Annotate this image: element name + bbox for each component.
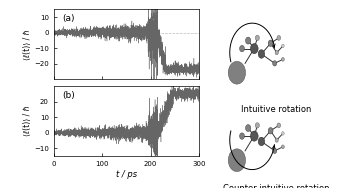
Circle shape (282, 132, 284, 135)
X-axis label: t / ps: t / ps (116, 170, 137, 179)
Y-axis label: ⟨ℓ(t)⟩ / ℏ: ⟨ℓ(t)⟩ / ℏ (23, 29, 32, 60)
Circle shape (251, 44, 258, 54)
Circle shape (281, 145, 284, 149)
Text: (a): (a) (62, 14, 75, 23)
Circle shape (251, 131, 258, 141)
Circle shape (277, 123, 281, 128)
Circle shape (258, 137, 265, 146)
Circle shape (275, 51, 279, 55)
Text: (b): (b) (62, 91, 75, 100)
Circle shape (228, 149, 246, 172)
Circle shape (239, 45, 245, 52)
Circle shape (255, 123, 260, 128)
Y-axis label: ⟨ℓ(t)⟩ / ℏ: ⟨ℓ(t)⟩ / ℏ (23, 106, 32, 136)
Circle shape (239, 133, 245, 139)
Circle shape (282, 44, 284, 48)
Circle shape (275, 138, 279, 142)
Circle shape (255, 35, 260, 41)
Circle shape (277, 36, 281, 40)
Circle shape (228, 61, 246, 84)
Text: Counter-intuitive rotation: Counter-intuitive rotation (223, 184, 329, 188)
Circle shape (268, 127, 273, 134)
Circle shape (273, 148, 277, 154)
Circle shape (281, 58, 284, 61)
Text: Intuitive rotation: Intuitive rotation (241, 105, 311, 114)
Circle shape (246, 37, 251, 44)
Circle shape (258, 50, 265, 58)
Circle shape (268, 40, 273, 46)
Circle shape (246, 125, 251, 132)
Circle shape (273, 61, 277, 66)
